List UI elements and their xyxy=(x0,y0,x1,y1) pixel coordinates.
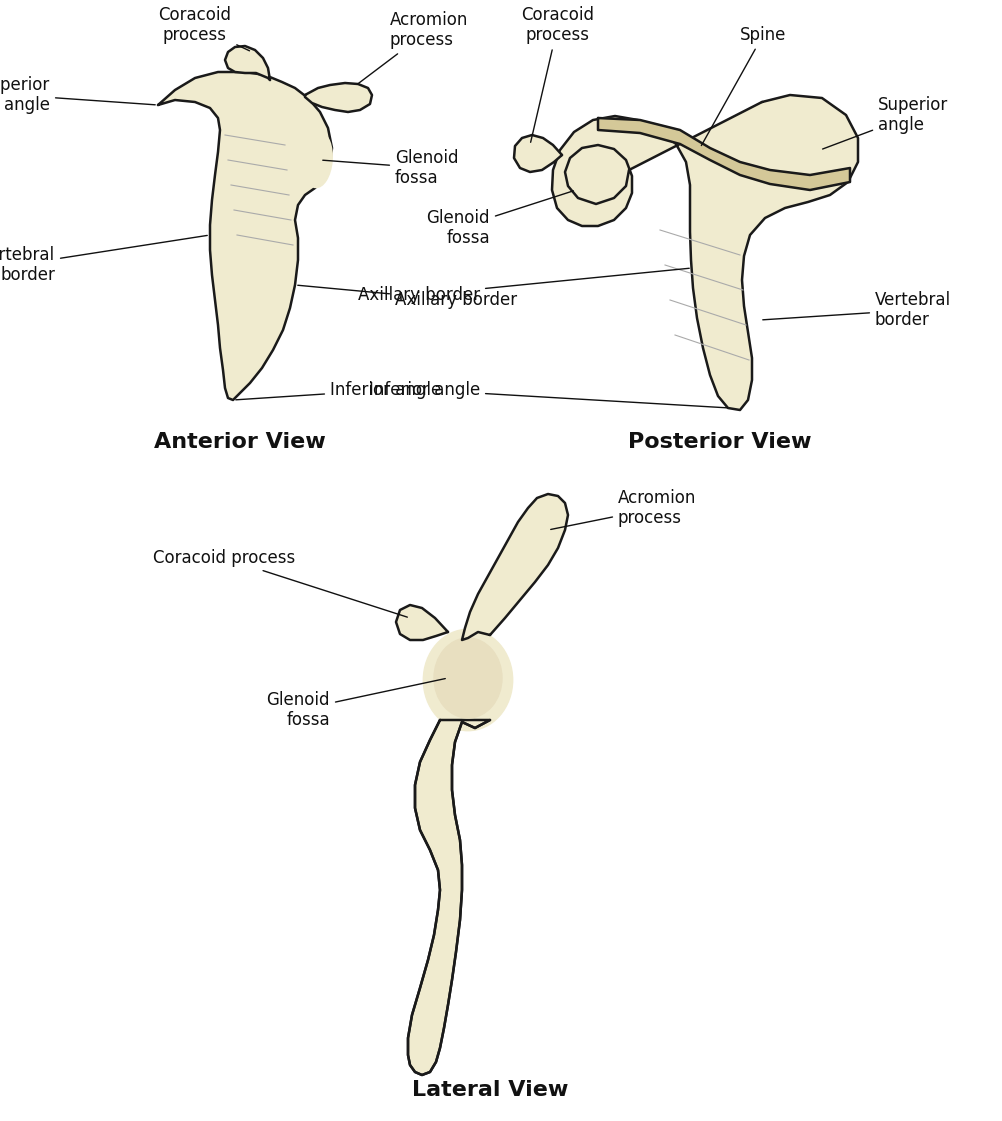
Polygon shape xyxy=(552,95,858,410)
Polygon shape xyxy=(305,83,372,112)
Polygon shape xyxy=(514,135,562,172)
Polygon shape xyxy=(462,494,568,640)
Polygon shape xyxy=(158,72,332,400)
Text: Anterior View: Anterior View xyxy=(154,432,326,452)
Text: Glenoid
fossa: Glenoid fossa xyxy=(427,191,573,248)
Text: Coracoid process: Coracoid process xyxy=(152,549,408,618)
Polygon shape xyxy=(598,118,850,189)
Text: Coracoid
process: Coracoid process xyxy=(521,6,594,142)
Text: Superior
angle: Superior angle xyxy=(823,95,948,149)
Text: Axillary border: Axillary border xyxy=(358,268,689,304)
Text: Glenoid
fossa: Glenoid fossa xyxy=(323,149,459,187)
Text: Posterior View: Posterior View xyxy=(628,432,812,452)
Ellipse shape xyxy=(434,638,502,717)
Polygon shape xyxy=(225,46,270,80)
Text: Glenoid
fossa: Glenoid fossa xyxy=(267,678,445,730)
Text: Superior
angle: Superior angle xyxy=(0,75,155,114)
Text: Inferior angle: Inferior angle xyxy=(235,381,441,400)
Text: Spine: Spine xyxy=(701,26,787,146)
Text: Vertebral
border: Vertebral border xyxy=(0,235,207,285)
Polygon shape xyxy=(408,720,490,1075)
Text: Axillary border: Axillary border xyxy=(298,285,517,309)
Ellipse shape xyxy=(424,630,512,730)
Text: Acromion
process: Acromion process xyxy=(551,489,696,529)
Polygon shape xyxy=(396,605,448,640)
Polygon shape xyxy=(408,720,490,1075)
Text: Vertebral
border: Vertebral border xyxy=(763,290,951,330)
Text: Lateral View: Lateral View xyxy=(412,1080,568,1100)
Text: Coracoid
process: Coracoid process xyxy=(158,6,249,50)
Ellipse shape xyxy=(304,132,332,187)
Text: Acromion
process: Acromion process xyxy=(358,10,468,84)
Text: Inferior angle: Inferior angle xyxy=(369,381,727,408)
